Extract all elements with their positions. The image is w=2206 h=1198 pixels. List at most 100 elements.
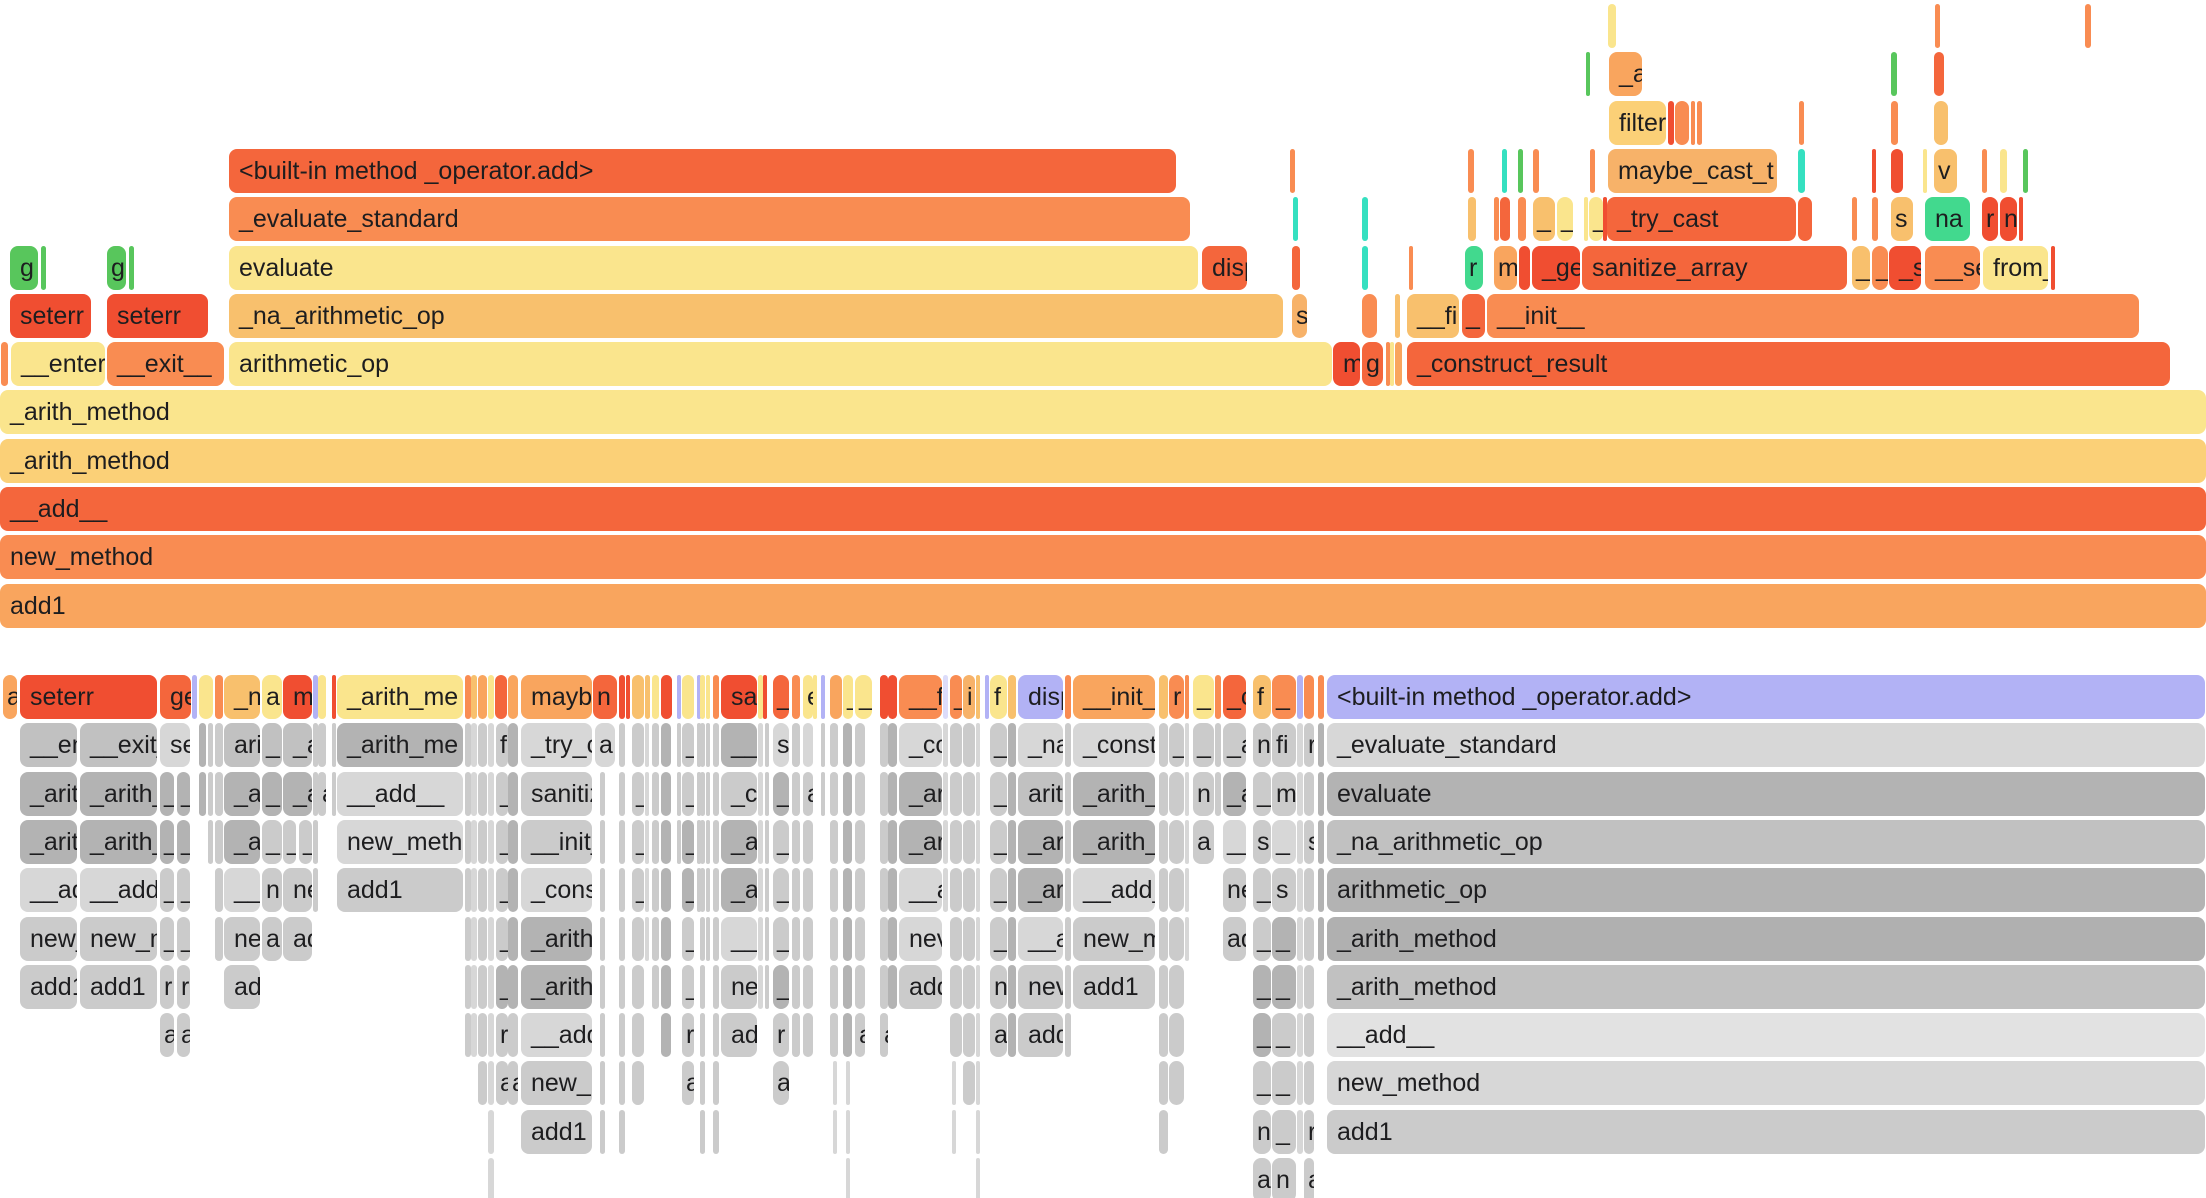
frame-sliver[interactable] [1185,675,1189,719]
frame-sliver[interactable] [950,868,962,913]
frame-sliver[interactable] [215,916,223,961]
frame-_[interactable]: _ [1272,1013,1296,1058]
frame-sliver[interactable] [1891,148,1903,193]
frame-sliver[interactable] [1500,197,1510,242]
frame-_arith_[interactable]: _arith_ [1073,819,1155,864]
frame-sliver[interactable] [632,723,644,768]
frame-sliver[interactable] [943,723,948,768]
frame-ne[interactable]: ne [283,868,312,913]
frame-sliver[interactable] [645,819,649,864]
frame-__[interactable]: __ [224,868,260,913]
frame-sliver[interactable] [1518,148,1523,193]
frame-e[interactable]: e [803,675,813,719]
frame-sliver[interactable] [652,771,659,816]
frame-_[interactable]: _ [1253,868,1271,913]
frame-_[interactable]: _ [262,771,282,816]
frame-sliver[interactable] [600,964,605,1009]
frame-sliver[interactable] [1065,1013,1071,1058]
frame-n[interactable]: n [1253,1109,1271,1154]
frame-sliver[interactable] [2023,148,2028,193]
frame-sliver[interactable] [976,771,980,816]
frame-s[interactable]: s [1292,293,1307,338]
frame-s[interactable]: s [1304,819,1314,864]
frame-se[interactable]: se [160,723,190,768]
frame-sliver[interactable] [1,342,8,387]
frame-sliver[interactable] [1852,197,1857,242]
frame-_co[interactable]: _co [899,723,942,768]
frame-sliver[interactable] [508,916,518,961]
frame-sliver[interactable] [706,675,710,719]
frame-sliver[interactable] [1159,916,1168,961]
frame-sliver[interactable] [950,1013,962,1058]
frame-ad[interactable]: ad [224,964,260,1009]
frame-sliver[interactable] [963,916,975,961]
frame-sliver[interactable] [313,723,318,768]
frame-sliver[interactable] [215,868,223,913]
frame-sliver[interactable] [1395,293,1400,338]
frame-_[interactable]: _ [773,819,789,864]
frame-_[interactable]: _ [1193,675,1214,719]
frame-m[interactable]: m [1494,245,1517,290]
frame-sliver[interactable] [1065,675,1071,719]
frame-sliver[interactable] [855,916,865,961]
frame-new_m[interactable]: new_m [80,916,157,961]
frame-sliver[interactable] [963,1013,975,1058]
frame-sliver[interactable] [471,723,477,768]
frame-_[interactable]: _ [1272,916,1296,961]
frame-sliver[interactable] [976,1158,980,1198]
frame-sliver[interactable] [478,964,487,1009]
frame-sliver[interactable] [1304,964,1314,1009]
frame-sliver[interactable] [1799,100,1804,145]
frame-_[interactable]: _ [1253,771,1271,816]
frame-sliver[interactable] [846,1061,850,1106]
frame-sliver[interactable] [713,1109,719,1154]
frame-sliver[interactable] [792,771,800,816]
frame-seterr[interactable]: seterr [107,293,208,338]
frame-__en[interactable]: __en [20,723,77,768]
frame-sliver[interactable] [661,819,671,864]
frame-sliver[interactable] [313,771,318,816]
frame-sliver[interactable] [1159,1013,1168,1058]
frame-sliver[interactable] [465,868,471,913]
frame-_[interactable]: _ [990,819,1007,864]
frame-_arith_[interactable]: _arith_ [1073,771,1155,816]
frame-sliver[interactable] [758,771,763,816]
frame-_[interactable]: _ [1589,197,1603,242]
frame-_[interactable]: _ [1272,1061,1296,1106]
frame-f[interactable]: f [496,723,508,768]
frame-sliver[interactable] [1494,197,1499,242]
frame-sliver[interactable] [1935,4,1940,48]
frame-a[interactable]: a [262,675,282,719]
frame-sliver[interactable] [963,771,975,816]
frame-sliver[interactable] [478,868,487,913]
frame-_arith_me[interactable]: _arith_me [337,723,463,768]
frame-__exit__[interactable]: __exit__ [107,342,224,387]
frame-_c[interactable]: _c [1223,675,1246,719]
frame-i[interactable]: i [963,675,975,719]
frame-_ge[interactable]: _ge [1532,245,1580,290]
frame-sliver[interactable] [600,819,605,864]
frame-_try_cast[interactable]: _try_cast [1607,197,1796,242]
frame-sliver[interactable] [488,1158,494,1198]
frame-sliver[interactable] [1891,100,1898,145]
frame-sliver[interactable] [1169,1061,1184,1106]
frame-sliver[interactable] [843,964,852,1009]
frame-sliver[interactable] [855,868,865,913]
frame-s[interactable]: s [773,723,789,768]
frame-n[interactable]: n [1272,1158,1296,1198]
frame-sliver[interactable] [508,1013,518,1058]
frame-sliver[interactable] [765,868,769,913]
frame-sliver[interactable] [1008,771,1016,816]
frame-_[interactable]: _ [843,675,853,719]
frame-_arith[interactable]: _arith [521,916,592,961]
frame-sa[interactable]: sa [721,675,757,719]
frame-sliver[interactable] [1668,100,1674,145]
frame-sliver[interactable] [652,964,659,1009]
frame-sliver[interactable] [661,723,671,768]
frame-_[interactable]: _ [990,916,1007,961]
frame-sliver[interactable] [1008,675,1016,719]
frame-sliver[interactable] [880,723,888,768]
frame-sliver[interactable] [985,675,989,719]
frame-sliver[interactable] [465,723,471,768]
frame-sliver[interactable] [471,964,477,1009]
